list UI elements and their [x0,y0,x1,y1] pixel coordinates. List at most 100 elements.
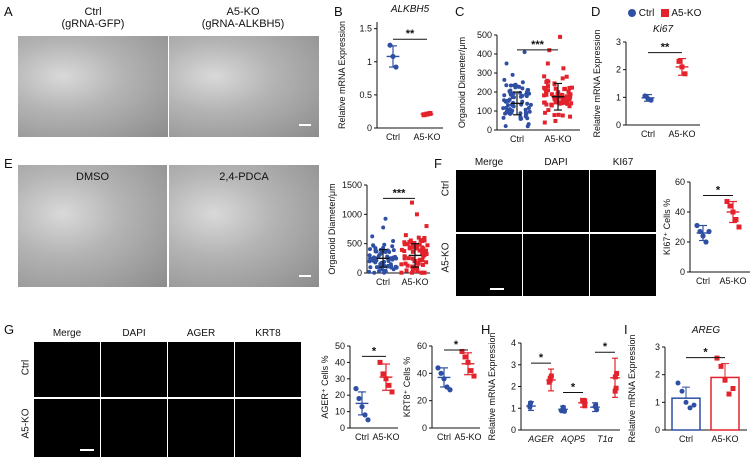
data-point [564,94,569,99]
legend: Ctrl A5-KO [628,8,701,19]
data-point [722,377,728,383]
f-ctrl-ki67-image [590,170,656,232]
data-point [367,269,372,274]
data-point [552,97,557,102]
pdca-label: 2,4-PDCA [219,171,269,183]
data-point [412,241,417,246]
data-point [507,97,512,102]
y-tick-label: 500 [347,239,362,249]
y-tick-label: 60 [675,177,685,187]
data-point [422,236,427,241]
data-point [518,116,523,121]
y-tick-label: 1 [616,92,621,102]
f-row-ko: A5-KO [440,242,452,273]
data-point [542,120,547,125]
y-axis-label: Relative mRNA Expression [627,334,637,442]
data-point [502,77,507,82]
g-col-dapi: DAPI [122,328,146,339]
data-point [391,248,396,253]
data-point [560,96,565,101]
panel-label-F: F [434,156,442,171]
bar [710,376,740,431]
g-ko-ager-image [168,399,234,457]
scale-bar [80,449,94,451]
data-point [513,85,518,90]
y-tick-label: 20 [335,390,345,400]
data-point [383,216,388,221]
data-point [368,265,373,270]
data-point [399,262,404,267]
data-point [567,97,572,102]
data-point [374,249,379,254]
data-point [614,370,620,376]
data-point [566,89,571,94]
data-point [370,234,375,239]
significance-label: * [571,381,576,393]
data-point [733,217,739,222]
data-point [372,259,377,264]
panel-label-D: D [591,4,601,19]
data-point [509,91,514,96]
y-tick-label: 0 [616,120,621,130]
significance-label: * [454,339,459,351]
organoid-pdca-brightfield: 2,4-PDCA [169,165,319,287]
data-point [560,113,565,118]
data-point [425,243,430,248]
bar [671,397,701,431]
data-point [422,238,427,243]
data-point [559,93,564,98]
data-point [558,34,563,39]
data-point [559,101,564,106]
organoid-dmso-brightfield: DMSO [18,165,167,287]
y-tick-label: 0.5 [359,90,372,100]
y-tick-label: 2 [511,382,516,392]
data-point [402,249,407,254]
significance-label: * [703,347,708,359]
data-point [727,203,733,209]
x-tick-label: A5-KO [413,132,440,142]
data-point [543,110,548,115]
data-point [562,87,567,92]
data-point [420,258,425,263]
data-point [544,92,549,97]
data-point [390,244,395,249]
data-point [736,224,742,230]
f-ko-dapi-image [523,234,589,296]
data-point [435,365,441,371]
data-point [393,254,398,259]
data-point [411,266,416,271]
y-tick-label: 2 [655,370,660,380]
y-tick-label: 4 [511,338,516,348]
y-tick-label: 50 [335,341,345,351]
x-tick-label: Ctrl [679,434,693,444]
legend-ctrl-label: Ctrl [638,8,655,19]
y-tick-label: 0 [655,425,660,435]
data-point [394,265,399,270]
data-point [402,240,407,245]
x-tick-label: Ctrl [510,134,524,144]
data-point [568,114,573,119]
data-point [414,261,419,266]
data-point [416,261,421,266]
data-point [560,76,565,81]
y-axis-label: KI67⁺ Cells % [662,199,672,255]
data-point [694,222,700,229]
y-tick-label: 30 [335,374,345,384]
x-tick-label: T1α [597,434,614,444]
data-point [504,61,509,66]
x-tick-label: A5-KO [401,277,428,287]
data-point [567,104,572,109]
f-ctrl-dapi-image [523,170,589,232]
ctrl-sub-text: (gRNA-GFP) [61,18,125,30]
y-tick-label: 10 [335,407,345,417]
y-axis-label: Relative mRNA Expression [592,29,602,137]
y-tick-label: 0 [367,123,372,133]
data-point [420,262,425,267]
data-point [552,113,557,118]
x-tick-label: Ctrl [437,432,451,442]
data-point [459,348,465,354]
g-col-merge: Merge [52,328,82,339]
f-col-dapi: DAPI [544,157,568,168]
data-point [569,101,574,106]
y-tick-label: 0 [357,268,362,278]
